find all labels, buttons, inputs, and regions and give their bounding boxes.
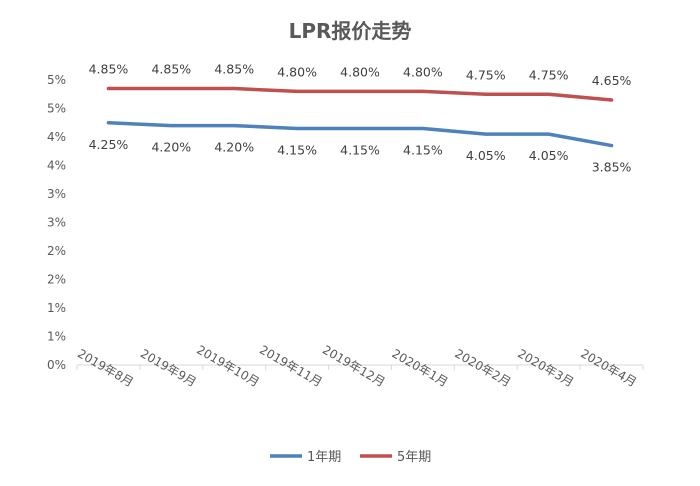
data-label: 4.75% [529, 67, 569, 82]
data-label: 4.85% [214, 62, 254, 77]
data-point [358, 89, 362, 93]
x-tick-label: 2020年4月 [578, 346, 639, 389]
data-label: 4.85% [89, 62, 129, 77]
x-tick-label: 2019年11月 [257, 343, 324, 390]
data-point [295, 126, 299, 130]
data-point [610, 98, 614, 102]
legend-label: 1年期 [307, 450, 341, 465]
data-point [358, 126, 362, 130]
data-point [106, 87, 110, 91]
data-point [295, 89, 299, 93]
data-point [547, 92, 551, 96]
data-label: 4.15% [340, 142, 380, 157]
data-point [547, 132, 551, 136]
data-label: 4.15% [403, 142, 443, 157]
data-point [421, 89, 425, 93]
data-label: 3.85% [592, 160, 632, 175]
data-point [232, 124, 236, 128]
y-tick-label: 4% [47, 130, 66, 144]
y-tick-label: 4% [47, 159, 66, 173]
legend-label: 5年期 [397, 450, 431, 465]
x-tick-label: 2020年3月 [515, 346, 576, 389]
data-point [106, 121, 110, 125]
data-point [232, 87, 236, 91]
data-label: 4.25% [89, 137, 129, 152]
data-label: 4.85% [151, 62, 191, 77]
data-point [610, 144, 614, 148]
data-label: 4.80% [277, 64, 317, 79]
y-tick-label: 0% [47, 358, 66, 372]
data-label: 4.80% [403, 64, 443, 79]
legend: 1年期 5年期 [270, 450, 431, 465]
data-label: 4.20% [151, 140, 191, 155]
y-tick-label: 2% [47, 244, 66, 258]
data-point [169, 124, 173, 128]
series-group [106, 86, 614, 148]
axes: 0%1%1%2%2%3%3%4%4%5%5%2019年8月 2019年9月2019… [47, 73, 644, 390]
data-label: 4.65% [592, 73, 632, 88]
x-tick-label: 2020年2月 [452, 346, 513, 389]
data-label: 4.80% [340, 64, 380, 79]
y-tick-label: 3% [47, 187, 66, 201]
chart-title: LPR报价走势 [289, 19, 412, 43]
y-tick-label: 5% [47, 73, 66, 87]
data-label: 4.75% [466, 67, 506, 82]
data-point [169, 87, 173, 91]
x-tick-label: 2019年8月 [75, 346, 136, 389]
x-tick-label: 2019年9月 [138, 346, 199, 389]
data-label: 4.15% [277, 142, 317, 157]
data-point [484, 92, 488, 96]
x-tick-label: 2020年1月 [390, 346, 451, 389]
x-tick-label: 2019年10月 [194, 343, 261, 390]
y-tick-label: 2% [47, 273, 66, 287]
x-tick-label: 2019年12月 [320, 343, 387, 390]
data-label: 4.05% [529, 148, 569, 163]
y-tick-label: 1% [47, 301, 66, 315]
data-point [421, 126, 425, 130]
data-label: 4.20% [214, 140, 254, 155]
data-label: 4.05% [466, 148, 506, 163]
y-tick-label: 3% [47, 216, 66, 230]
y-tick-label: 1% [47, 330, 66, 344]
data-point [484, 132, 488, 136]
data-labels: 4.25% 4.20% 4.20% 4.15% 4.15% 4.15% 4.05% 4.05%… [89, 62, 632, 175]
y-tick-label: 5% [47, 102, 66, 116]
